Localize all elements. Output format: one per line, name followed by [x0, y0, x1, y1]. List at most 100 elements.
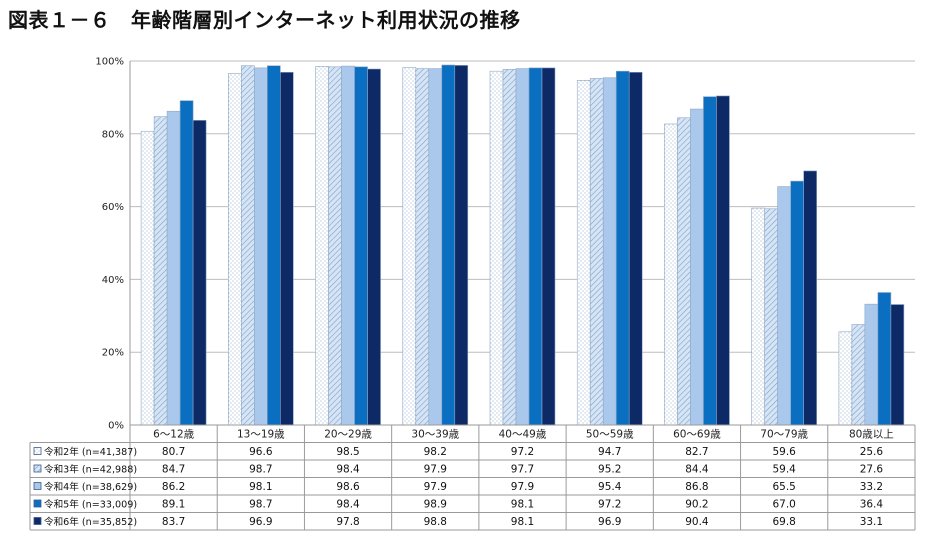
data-label: 96.9 — [598, 516, 621, 528]
bar — [502, 69, 517, 426]
data-table: 6～12歳 13～19歳 20～29歳 30～39歳 40～49歳 50～59歳 60～69… — [29, 424, 916, 531]
data-label: 59.4 — [772, 464, 796, 476]
data-label: 33.2 — [860, 481, 883, 493]
data-label: 69.8 — [772, 516, 795, 528]
bar — [716, 95, 730, 426]
data-label: 25.6 — [860, 446, 884, 458]
data-label: 27.6 — [860, 464, 884, 476]
data-label: 59.6 — [772, 446, 796, 458]
category-label: 50～59歳 — [586, 429, 634, 441]
data-label: 97.9 — [424, 481, 447, 493]
legend-swatch — [33, 482, 42, 490]
data-label: 33.1 — [860, 516, 883, 528]
data-label: 84.4 — [685, 464, 709, 476]
bar — [615, 70, 630, 426]
data-label: 97.8 — [336, 516, 359, 528]
data-label: 84.7 — [162, 464, 185, 476]
bar — [864, 303, 879, 426]
data-label: 97.9 — [511, 481, 534, 493]
data-label: 36.4 — [860, 499, 884, 511]
y-tick-label: 80% — [102, 129, 124, 140]
bar — [354, 66, 368, 426]
data-label: 80.7 — [162, 446, 185, 458]
bar — [602, 77, 617, 426]
bar — [428, 68, 443, 426]
bar — [280, 71, 294, 426]
legend-label: 令和4年 (n=38,629) — [44, 481, 137, 493]
bar — [751, 207, 765, 426]
bar — [341, 65, 355, 426]
data-label: 82.7 — [685, 446, 708, 458]
plot-area: 0% 20% 40% 60% 80% 100% — [95, 57, 915, 432]
legend-label: 令和2年 (n=41,387) — [44, 446, 137, 458]
legend-label: 令和6年 (n=35,852) — [44, 516, 137, 528]
bar — [489, 70, 504, 426]
bar — [703, 96, 717, 426]
data-label: 98.4 — [336, 499, 360, 511]
category-label: 70～79歳 — [760, 429, 808, 441]
bar — [664, 123, 678, 426]
category-label: 40～49歳 — [499, 429, 547, 441]
data-label: 94.7 — [598, 446, 621, 458]
bar — [179, 100, 194, 426]
bar — [790, 180, 804, 426]
legend-label: 令和3年 (n=42,988) — [44, 464, 137, 476]
data-label: 90.4 — [685, 516, 709, 528]
data-label: 98.1 — [511, 499, 534, 511]
data-label: 90.2 — [685, 499, 708, 511]
bar — [315, 66, 329, 426]
data-label: 95.4 — [598, 481, 622, 493]
bar — [628, 71, 643, 426]
bar — [576, 79, 591, 426]
data-label: 97.2 — [511, 446, 534, 458]
category-label: 13～19歳 — [237, 429, 285, 441]
y-tick-label: 20% — [102, 348, 124, 359]
bar — [153, 116, 168, 426]
y-tick-label: 60% — [102, 202, 124, 213]
category-label: 30～39歳 — [411, 429, 459, 441]
data-label: 97.9 — [424, 464, 447, 476]
bar — [415, 68, 430, 426]
bar — [402, 67, 417, 426]
bar — [254, 67, 268, 426]
data-label: 96.9 — [249, 516, 272, 528]
bar — [441, 64, 456, 426]
data-label: 67.0 — [772, 499, 795, 511]
bar — [515, 68, 530, 426]
category-label: 20～29歳 — [324, 429, 372, 441]
data-label: 95.2 — [598, 464, 621, 476]
bar — [851, 324, 866, 426]
data-label: 83.7 — [162, 516, 185, 528]
bar — [877, 292, 892, 426]
bar — [803, 170, 817, 426]
data-label: 98.8 — [424, 516, 447, 528]
bar — [166, 110, 181, 426]
bar — [328, 66, 342, 426]
legend-swatch — [33, 447, 42, 455]
bar — [454, 65, 469, 426]
y-tick-label: 0% — [108, 421, 124, 432]
data-label: 98.7 — [249, 464, 272, 476]
bar — [367, 68, 381, 426]
bar — [241, 65, 255, 426]
data-label: 97.7 — [511, 464, 534, 476]
data-label: 98.4 — [336, 464, 360, 476]
bar — [589, 78, 604, 426]
data-label: 96.6 — [249, 446, 273, 458]
bar — [140, 130, 155, 426]
category-label: 80歳以上 — [849, 429, 894, 441]
bar — [677, 117, 691, 426]
legend-swatch — [33, 517, 42, 525]
data-label: 98.2 — [424, 446, 447, 458]
data-label: 86.8 — [685, 481, 708, 493]
data-label: 89.1 — [162, 499, 185, 511]
data-label: 98.9 — [424, 499, 447, 511]
data-label: 86.2 — [162, 481, 185, 493]
chart-title: 図表１－６ 年齢階層別インターネット利用状況の推移 — [8, 8, 521, 32]
data-label: 98.5 — [336, 446, 359, 458]
category-label: 6～12歳 — [153, 429, 195, 441]
bar — [267, 65, 281, 426]
bar — [764, 208, 778, 426]
data-label: 98.1 — [249, 481, 272, 493]
data-label: 65.5 — [772, 481, 795, 493]
